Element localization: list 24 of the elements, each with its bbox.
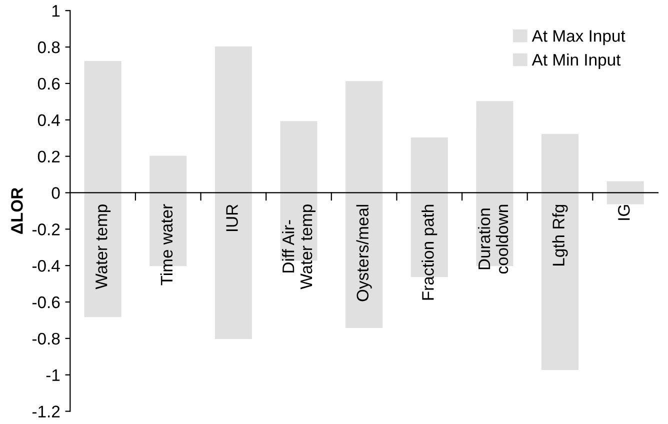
x-tick-label: Diff Air- Water temp (282, 204, 316, 290)
legend-label: At Max Input (532, 30, 626, 46)
y-tick-label: -0.6 (32, 296, 60, 308)
y-tick-label: 0.4 (38, 114, 60, 126)
legend-label: At Min Input (532, 53, 621, 70)
x-tick-label: Lgth Rfg (552, 204, 568, 266)
y-tick-label: -0.2 (32, 224, 60, 236)
x-tick-label: IUR (226, 204, 238, 231)
x-tick-label: IG (618, 205, 630, 220)
x-tick-label: Water temp (96, 204, 111, 290)
x-tick-label: Time water (160, 204, 173, 286)
y-tick-label: -0.4 (32, 260, 60, 272)
x-tick-label: Duration cooldown (478, 204, 508, 274)
y-tick-label: -1.2 (32, 406, 60, 418)
y-tick-label: 0 (52, 187, 60, 199)
y-tick-label: 0.2 (38, 150, 60, 163)
y-tick-label: 0.8 (38, 41, 60, 54)
y-axis-title: ΔLOR (11, 188, 23, 234)
y-tick-label: 1 (52, 5, 60, 17)
y-tick-label: -1 (46, 369, 60, 381)
y-tick-label: -0.8 (32, 332, 60, 345)
y-tick-label: 0.6 (38, 78, 60, 90)
x-tick-label: Oysters/meal (356, 204, 372, 302)
x-tick-label: Fraction path (422, 204, 438, 300)
